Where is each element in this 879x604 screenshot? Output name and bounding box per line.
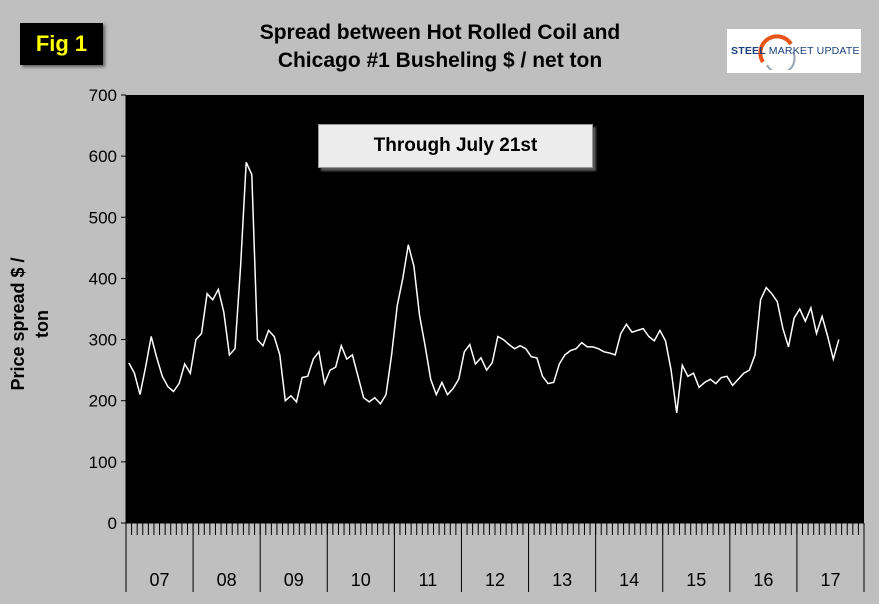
x-tick-label: 16 xyxy=(753,570,773,590)
y-tick-label: 600 xyxy=(89,147,117,166)
x-tick-label: 13 xyxy=(552,570,572,590)
x-tick-label: 14 xyxy=(619,570,639,590)
y-tick-label: 700 xyxy=(89,86,117,105)
x-tick-label: 09 xyxy=(284,570,304,590)
chart-title-line1: Spread between Hot Rolled Coil and xyxy=(259,21,621,44)
y-tick-label: 500 xyxy=(89,208,117,227)
y-tick-label: 0 xyxy=(108,514,117,533)
y-tick-label: 100 xyxy=(89,453,117,472)
y-tick-label: 400 xyxy=(89,269,117,288)
x-tick-label: 08 xyxy=(217,570,237,590)
x-tick-label: 17 xyxy=(820,570,840,590)
figure-label: Fig 1 xyxy=(20,23,103,65)
logo-swoosh-icon xyxy=(758,34,796,70)
x-tick-label: 10 xyxy=(351,570,371,590)
y-axis-label: Price spread $ / ton xyxy=(8,257,52,391)
y-tick-label: 300 xyxy=(89,331,117,350)
chart-title: Spread between Hot Rolled Coil and Chica… xyxy=(180,19,700,75)
x-tick-label: 07 xyxy=(150,570,170,590)
y-tick-label: 200 xyxy=(89,392,117,411)
steel-market-update-logo: STEEL MARKET UPDATE xyxy=(727,29,861,73)
annotation-box: Through July 21st xyxy=(318,124,593,168)
x-tick-label: 15 xyxy=(686,570,706,590)
x-tick-label: 11 xyxy=(419,570,438,590)
series-line xyxy=(128,161,840,413)
logo-text: STEEL MARKET UPDATE xyxy=(731,45,860,57)
chart-title-line2: Chicago #1 Busheling $ / net ton xyxy=(277,49,603,72)
x-tick-label: 12 xyxy=(485,570,505,590)
